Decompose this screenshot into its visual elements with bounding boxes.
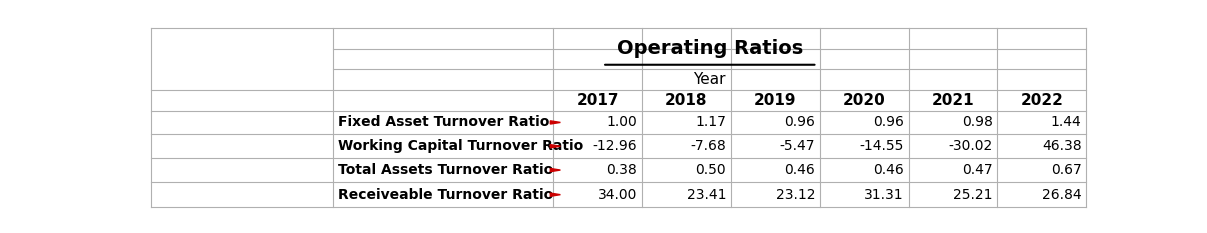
Text: 0.47: 0.47 <box>962 163 992 177</box>
Polygon shape <box>550 193 560 196</box>
Polygon shape <box>550 121 560 124</box>
Text: 2021: 2021 <box>932 93 974 108</box>
Text: 2020: 2020 <box>842 93 886 108</box>
Text: -12.96: -12.96 <box>593 139 637 153</box>
Text: 0.67: 0.67 <box>1051 163 1081 177</box>
Text: 23.41: 23.41 <box>687 188 727 202</box>
Text: Operating Ratios: Operating Ratios <box>617 39 803 58</box>
Text: -30.02: -30.02 <box>949 139 992 153</box>
Text: Year: Year <box>694 72 727 87</box>
Text: 0.96: 0.96 <box>785 115 815 129</box>
Text: 2018: 2018 <box>665 93 707 108</box>
Text: 0.50: 0.50 <box>695 163 727 177</box>
Text: 0.38: 0.38 <box>607 163 637 177</box>
Text: 0.98: 0.98 <box>962 115 992 129</box>
Text: 1.17: 1.17 <box>695 115 727 129</box>
Text: 2022: 2022 <box>1020 93 1063 108</box>
Polygon shape <box>550 145 560 148</box>
Text: -5.47: -5.47 <box>780 139 815 153</box>
Text: 0.96: 0.96 <box>873 115 904 129</box>
Text: Total Assets Turnover Ratio: Total Assets Turnover Ratio <box>338 163 553 177</box>
Text: 25.21: 25.21 <box>954 188 992 202</box>
Text: Fixed Asset Turnover Ratio: Fixed Asset Turnover Ratio <box>338 115 549 129</box>
Text: 1.00: 1.00 <box>607 115 637 129</box>
Text: 26.84: 26.84 <box>1042 188 1081 202</box>
Text: 23.12: 23.12 <box>776 188 815 202</box>
Text: 1.44: 1.44 <box>1051 115 1081 129</box>
Text: 46.38: 46.38 <box>1042 139 1081 153</box>
Text: -7.68: -7.68 <box>690 139 727 153</box>
Text: Receiveable Turnover Ratio: Receiveable Turnover Ratio <box>338 188 553 202</box>
Text: 0.46: 0.46 <box>785 163 815 177</box>
Text: 34.00: 34.00 <box>597 188 637 202</box>
Text: Working Capital Turnover Ratio: Working Capital Turnover Ratio <box>338 139 583 153</box>
Text: 0.46: 0.46 <box>873 163 904 177</box>
Text: 2019: 2019 <box>754 93 797 108</box>
Text: 31.31: 31.31 <box>864 188 904 202</box>
Text: 2017: 2017 <box>576 93 619 108</box>
Polygon shape <box>550 168 560 172</box>
Text: -14.55: -14.55 <box>859 139 904 153</box>
